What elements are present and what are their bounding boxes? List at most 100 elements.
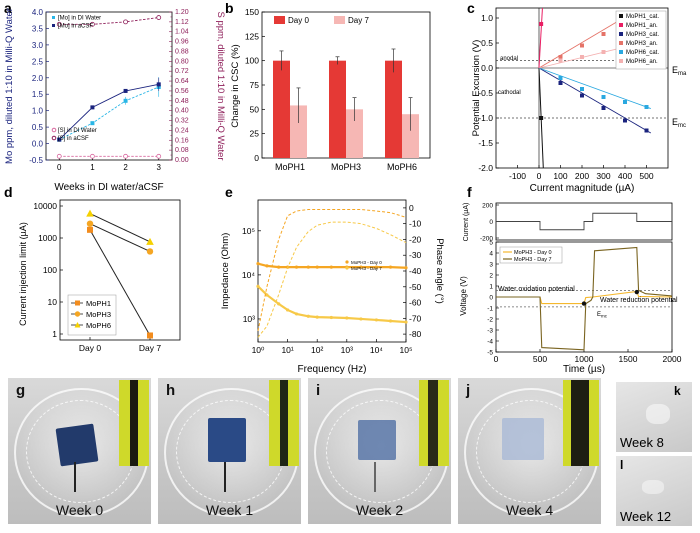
- photo-week-8: k Week 8: [616, 382, 692, 452]
- panel-c-label: c: [467, 0, 475, 16]
- panel-b-bar: [329, 60, 346, 158]
- legend-e-day0: MoPH3 - Day 0: [351, 260, 382, 265]
- panel-f-ytick-label: 1: [489, 284, 493, 291]
- panel-c-chart: -2.0 -1.5 -1.0 -0.5 0.0 0.5 1.0 -100 0 100 200 300…: [471, 7, 687, 194]
- panel-f-ytick-label: 2: [489, 273, 493, 280]
- panel-e-xtick-label: 10⁰: [252, 345, 265, 355]
- panel-c-legend-entry: MoPH3_an.: [626, 41, 658, 47]
- panel-a-chart: -0.50.00.51.01.52.02.53.03.54.0 0.000.04…: [4, 8, 226, 193]
- panel-h-label: h: [166, 382, 176, 399]
- panel-a-ylabel-right: S ppm, diluted 1:10 in Milli-Q Water: [215, 11, 226, 160]
- panel-b-xtick-label: MoPH3: [331, 162, 361, 172]
- panel-a-series-line: [58, 83, 159, 140]
- panel-a-point: [123, 98, 128, 103]
- photo-week-12: l Week 12: [616, 456, 692, 526]
- panel-d-ytick-label: 10: [48, 297, 58, 307]
- panel-f-ylabel-bottom: Voltage (V): [459, 276, 468, 316]
- panel-a-point: [123, 153, 128, 159]
- device-sample: [208, 418, 246, 462]
- device-lead: [74, 462, 76, 492]
- panel-b-ytick-label: 125: [245, 31, 259, 41]
- legend-swatch-day7: [334, 16, 345, 24]
- panel-f-ytick-label: -2: [487, 317, 493, 324]
- photo-week-12-label: Week 12: [620, 509, 672, 524]
- panel-c-point: [644, 128, 649, 133]
- panel-d-legend-entry: MoPH3: [86, 310, 111, 319]
- panel-f-xtick-label: 500: [533, 354, 547, 364]
- panel-a-series-line: [59, 17, 159, 25]
- panel-d-point: [87, 226, 93, 233]
- panel-e-label: e: [225, 184, 233, 200]
- panel-c-point: [539, 22, 544, 26]
- panel-f-legend-box: [499, 246, 563, 264]
- panel-c-point: [558, 55, 563, 59]
- panel-b-ytick-label: 25: [250, 129, 260, 139]
- photo-week-1-label: Week 1: [205, 502, 254, 518]
- panel-f-xlabel: Time (µs): [563, 364, 605, 375]
- panel-c-ytick-label: 0.5: [481, 38, 493, 48]
- panel-d-point: [86, 220, 94, 227]
- panel-c-point: [580, 43, 584, 48]
- panel-c-xtick-label: 500: [639, 171, 653, 181]
- panel-b-bar: [290, 105, 307, 158]
- panel-c-legend-entry: MoPH1_cat.: [626, 14, 659, 20]
- panel-f-ytick-label: 3: [489, 262, 493, 269]
- panel-d-point: [86, 209, 94, 217]
- panel-e-legend: MoPH3 - Day 0 MoPH3 - Day 7: [345, 260, 382, 271]
- panel-a-ytick-right-label: 0.80: [175, 58, 189, 65]
- panel-f-ytick-top-label: 200: [482, 203, 493, 210]
- panel-f-ytick-label: 5: [489, 240, 493, 247]
- panel-c-point: [558, 76, 563, 80]
- panel-a-ytick-right-label: 1.12: [175, 19, 189, 26]
- device-remnant: [646, 404, 670, 424]
- panel-c-point: [601, 50, 606, 54]
- panel-e-ytick-label: 10³: [243, 314, 255, 324]
- panel-f-xtick-label: 1500: [619, 354, 638, 364]
- panel-a-point: [123, 19, 128, 25]
- panel-b-ylabel: Change in CSC (%): [230, 44, 241, 127]
- inset-micrograph: [269, 380, 299, 466]
- panel-c-xtick-label: 0: [537, 171, 542, 181]
- panel-d-ytick-label: 1000: [38, 233, 57, 243]
- panel-c-ytick-label: -2.0: [478, 163, 493, 173]
- panel-e-ytick-right-label: -30: [409, 250, 422, 260]
- panel-l-label: l: [620, 458, 624, 472]
- panel-a-ytick-label: 1.5: [32, 90, 44, 99]
- panel-a-point: [56, 21, 62, 27]
- panel-c-fit-line: [538, 14, 630, 69]
- legend-marker-mo-di: [52, 16, 55, 19]
- panel-e-ytick-label: 10⁴: [242, 270, 255, 280]
- panel-f-ytick-label: -1: [487, 306, 493, 313]
- panel-e-point: [277, 265, 281, 269]
- panel-e-point: [374, 265, 378, 269]
- photo-week-0-label: Week 0: [55, 502, 104, 518]
- panel-b-ytick-label: 75: [250, 80, 260, 90]
- panel-c-ytick-label: 1.0: [481, 13, 493, 23]
- panel-a-point: [56, 153, 62, 159]
- panel-a-ytick-label: 2.0: [32, 74, 44, 83]
- panel-e-point: [306, 265, 310, 269]
- device-sample: [358, 420, 396, 460]
- panel-e-point: [277, 302, 281, 306]
- panel-c-point: [580, 87, 584, 91]
- panel-c-point: [623, 100, 627, 104]
- panel-c-legend-marker: [619, 59, 623, 63]
- panel-f-water-red: Water reduction potential: [600, 297, 678, 304]
- panel-d-point: [146, 248, 154, 255]
- panel-a-ytick-right-label: 1.04: [175, 29, 189, 36]
- panel-d-ytick-label: 100: [43, 265, 57, 275]
- panel-c-emc: Emc: [672, 117, 686, 129]
- panel-c-point: [558, 81, 563, 85]
- panel-b-bar: [385, 60, 402, 158]
- legend-mo-acsf: [Mo] in aCSF: [58, 24, 93, 30]
- legend-s-acsf: [S] in aCSF: [58, 136, 89, 142]
- panel-g-label: g: [16, 382, 26, 399]
- legend-f-day0: MoPH3 - Day 0: [514, 250, 552, 256]
- panel-e-point: [265, 264, 269, 268]
- panel-c-ytick-label: 0.0: [481, 63, 493, 73]
- panel-a-legend-bottom: [S] in DI Water [S] in aCSF: [51, 127, 97, 142]
- inset-wire: [571, 380, 589, 466]
- panel-c-fit-line: [538, 67, 652, 134]
- panel-a-ytick-right-label: 0.96: [175, 39, 189, 46]
